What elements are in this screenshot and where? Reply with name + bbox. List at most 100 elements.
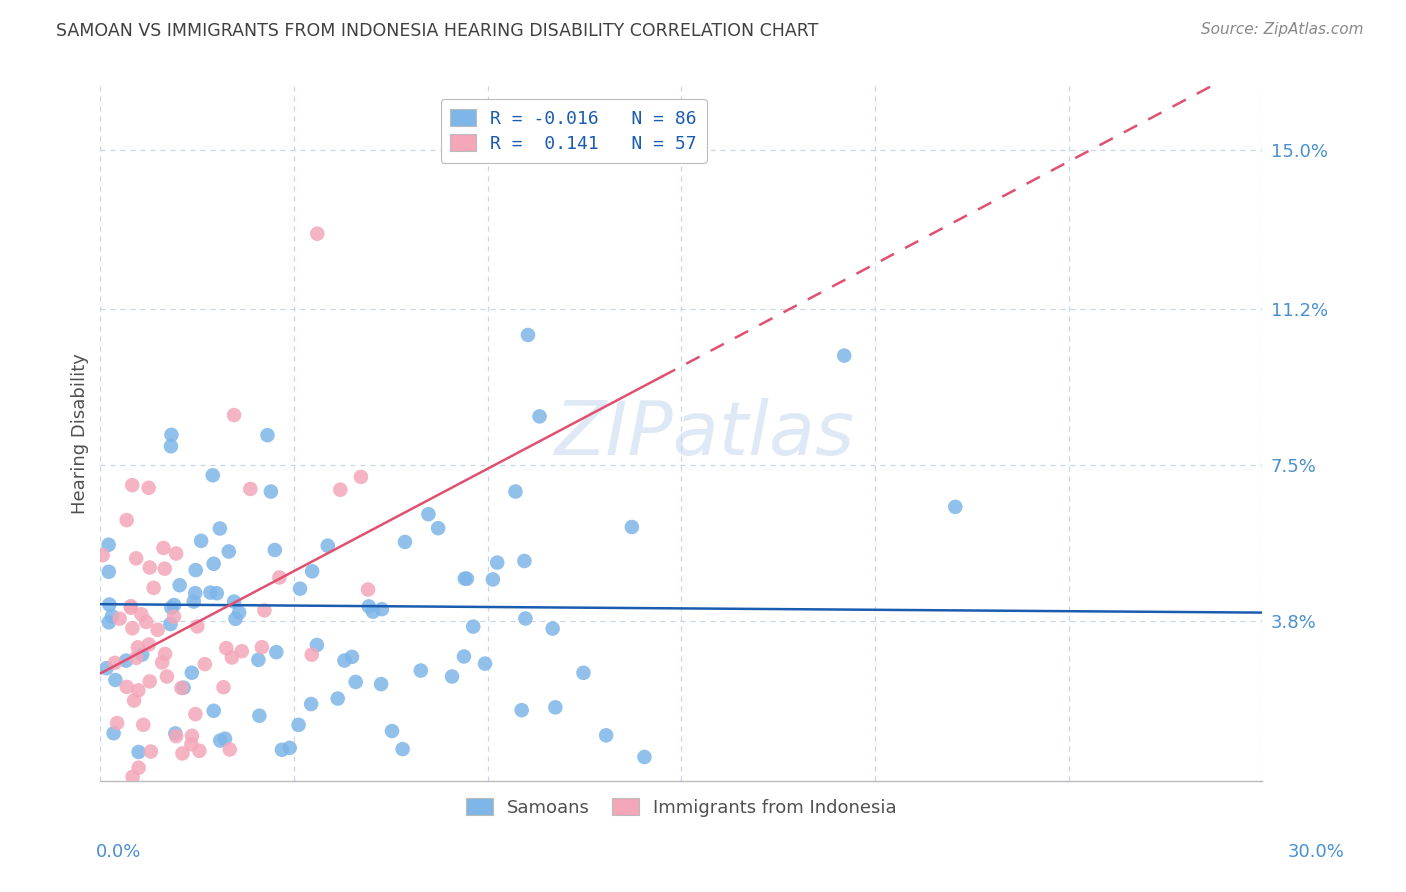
Point: [228, 606, 250, 620]
Point: [172, 747, 194, 761]
Point: [139, 745, 162, 759]
Point: [218, 544, 240, 558]
Point: [120, 600, 142, 615]
Point: [515, 611, 537, 625]
Point: [269, 570, 291, 584]
Point: [224, 612, 246, 626]
Point: [222, 594, 245, 608]
Point: [832, 349, 855, 363]
Point: [350, 470, 373, 484]
Point: [184, 563, 207, 577]
Point: [333, 654, 356, 668]
Point: [943, 500, 966, 514]
Point: [159, 617, 181, 632]
Point: [163, 609, 186, 624]
Text: SAMOAN VS IMMIGRANTS FROM INDONESIA HEARING DISABILITY CORRELATION CHART: SAMOAN VS IMMIGRANTS FROM INDONESIA HEAR…: [56, 22, 818, 40]
Point: [344, 675, 367, 690]
Point: [263, 543, 285, 558]
Point: [572, 665, 595, 680]
Point: [215, 641, 238, 656]
Point: [104, 673, 127, 687]
Point: [127, 640, 149, 655]
Point: [260, 484, 283, 499]
Point: [620, 520, 643, 534]
Text: ZIPatlas: ZIPatlas: [554, 398, 855, 470]
Point: [256, 428, 278, 442]
Point: [160, 600, 183, 615]
Point: [214, 731, 236, 746]
Point: [239, 482, 262, 496]
Point: [541, 622, 564, 636]
Point: [165, 726, 187, 740]
Y-axis label: Hearing Disability: Hearing Disability: [72, 353, 89, 514]
Point: [391, 742, 413, 756]
Point: [142, 581, 165, 595]
Point: [305, 638, 328, 652]
Point: [222, 408, 245, 422]
Point: [456, 572, 478, 586]
Point: [165, 729, 187, 743]
Point: [103, 726, 125, 740]
Point: [278, 740, 301, 755]
Legend: Samoans, Immigrants from Indonesia: Samoans, Immigrants from Indonesia: [458, 791, 904, 824]
Point: [513, 554, 536, 568]
Point: [146, 623, 169, 637]
Point: [138, 481, 160, 495]
Point: [544, 700, 567, 714]
Point: [271, 743, 294, 757]
Point: [454, 572, 477, 586]
Point: [595, 728, 617, 742]
Point: [169, 578, 191, 592]
Point: [266, 645, 288, 659]
Point: [190, 533, 212, 548]
Point: [135, 615, 157, 629]
Point: [427, 521, 450, 535]
Point: [138, 560, 160, 574]
Point: [441, 669, 464, 683]
Point: [105, 716, 128, 731]
Point: [97, 615, 120, 630]
Point: [120, 599, 142, 614]
Point: [357, 582, 380, 597]
Point: [156, 669, 179, 683]
Point: [453, 649, 475, 664]
Point: [122, 693, 145, 707]
Point: [170, 681, 193, 695]
Point: [529, 409, 551, 424]
Point: [221, 650, 243, 665]
Point: [250, 640, 273, 655]
Point: [121, 770, 143, 784]
Point: [186, 619, 208, 633]
Point: [163, 598, 186, 612]
Point: [418, 507, 440, 521]
Point: [183, 594, 205, 608]
Point: [115, 680, 138, 694]
Point: [121, 621, 143, 635]
Point: [180, 737, 202, 751]
Point: [329, 483, 352, 497]
Point: [131, 607, 153, 622]
Point: [115, 513, 138, 527]
Point: [160, 428, 183, 442]
Point: [505, 484, 527, 499]
Point: [152, 541, 174, 555]
Point: [128, 745, 150, 759]
Point: [201, 468, 224, 483]
Point: [173, 681, 195, 695]
Point: [98, 598, 121, 612]
Point: [202, 557, 225, 571]
Point: [160, 439, 183, 453]
Point: [121, 478, 143, 492]
Point: [482, 573, 505, 587]
Point: [299, 697, 322, 711]
Point: [361, 605, 384, 619]
Point: [181, 729, 204, 743]
Point: [115, 654, 138, 668]
Point: [150, 656, 173, 670]
Point: [409, 664, 432, 678]
Point: [301, 648, 323, 662]
Point: [463, 619, 485, 633]
Point: [180, 665, 202, 680]
Point: [205, 586, 228, 600]
Point: [301, 564, 323, 578]
